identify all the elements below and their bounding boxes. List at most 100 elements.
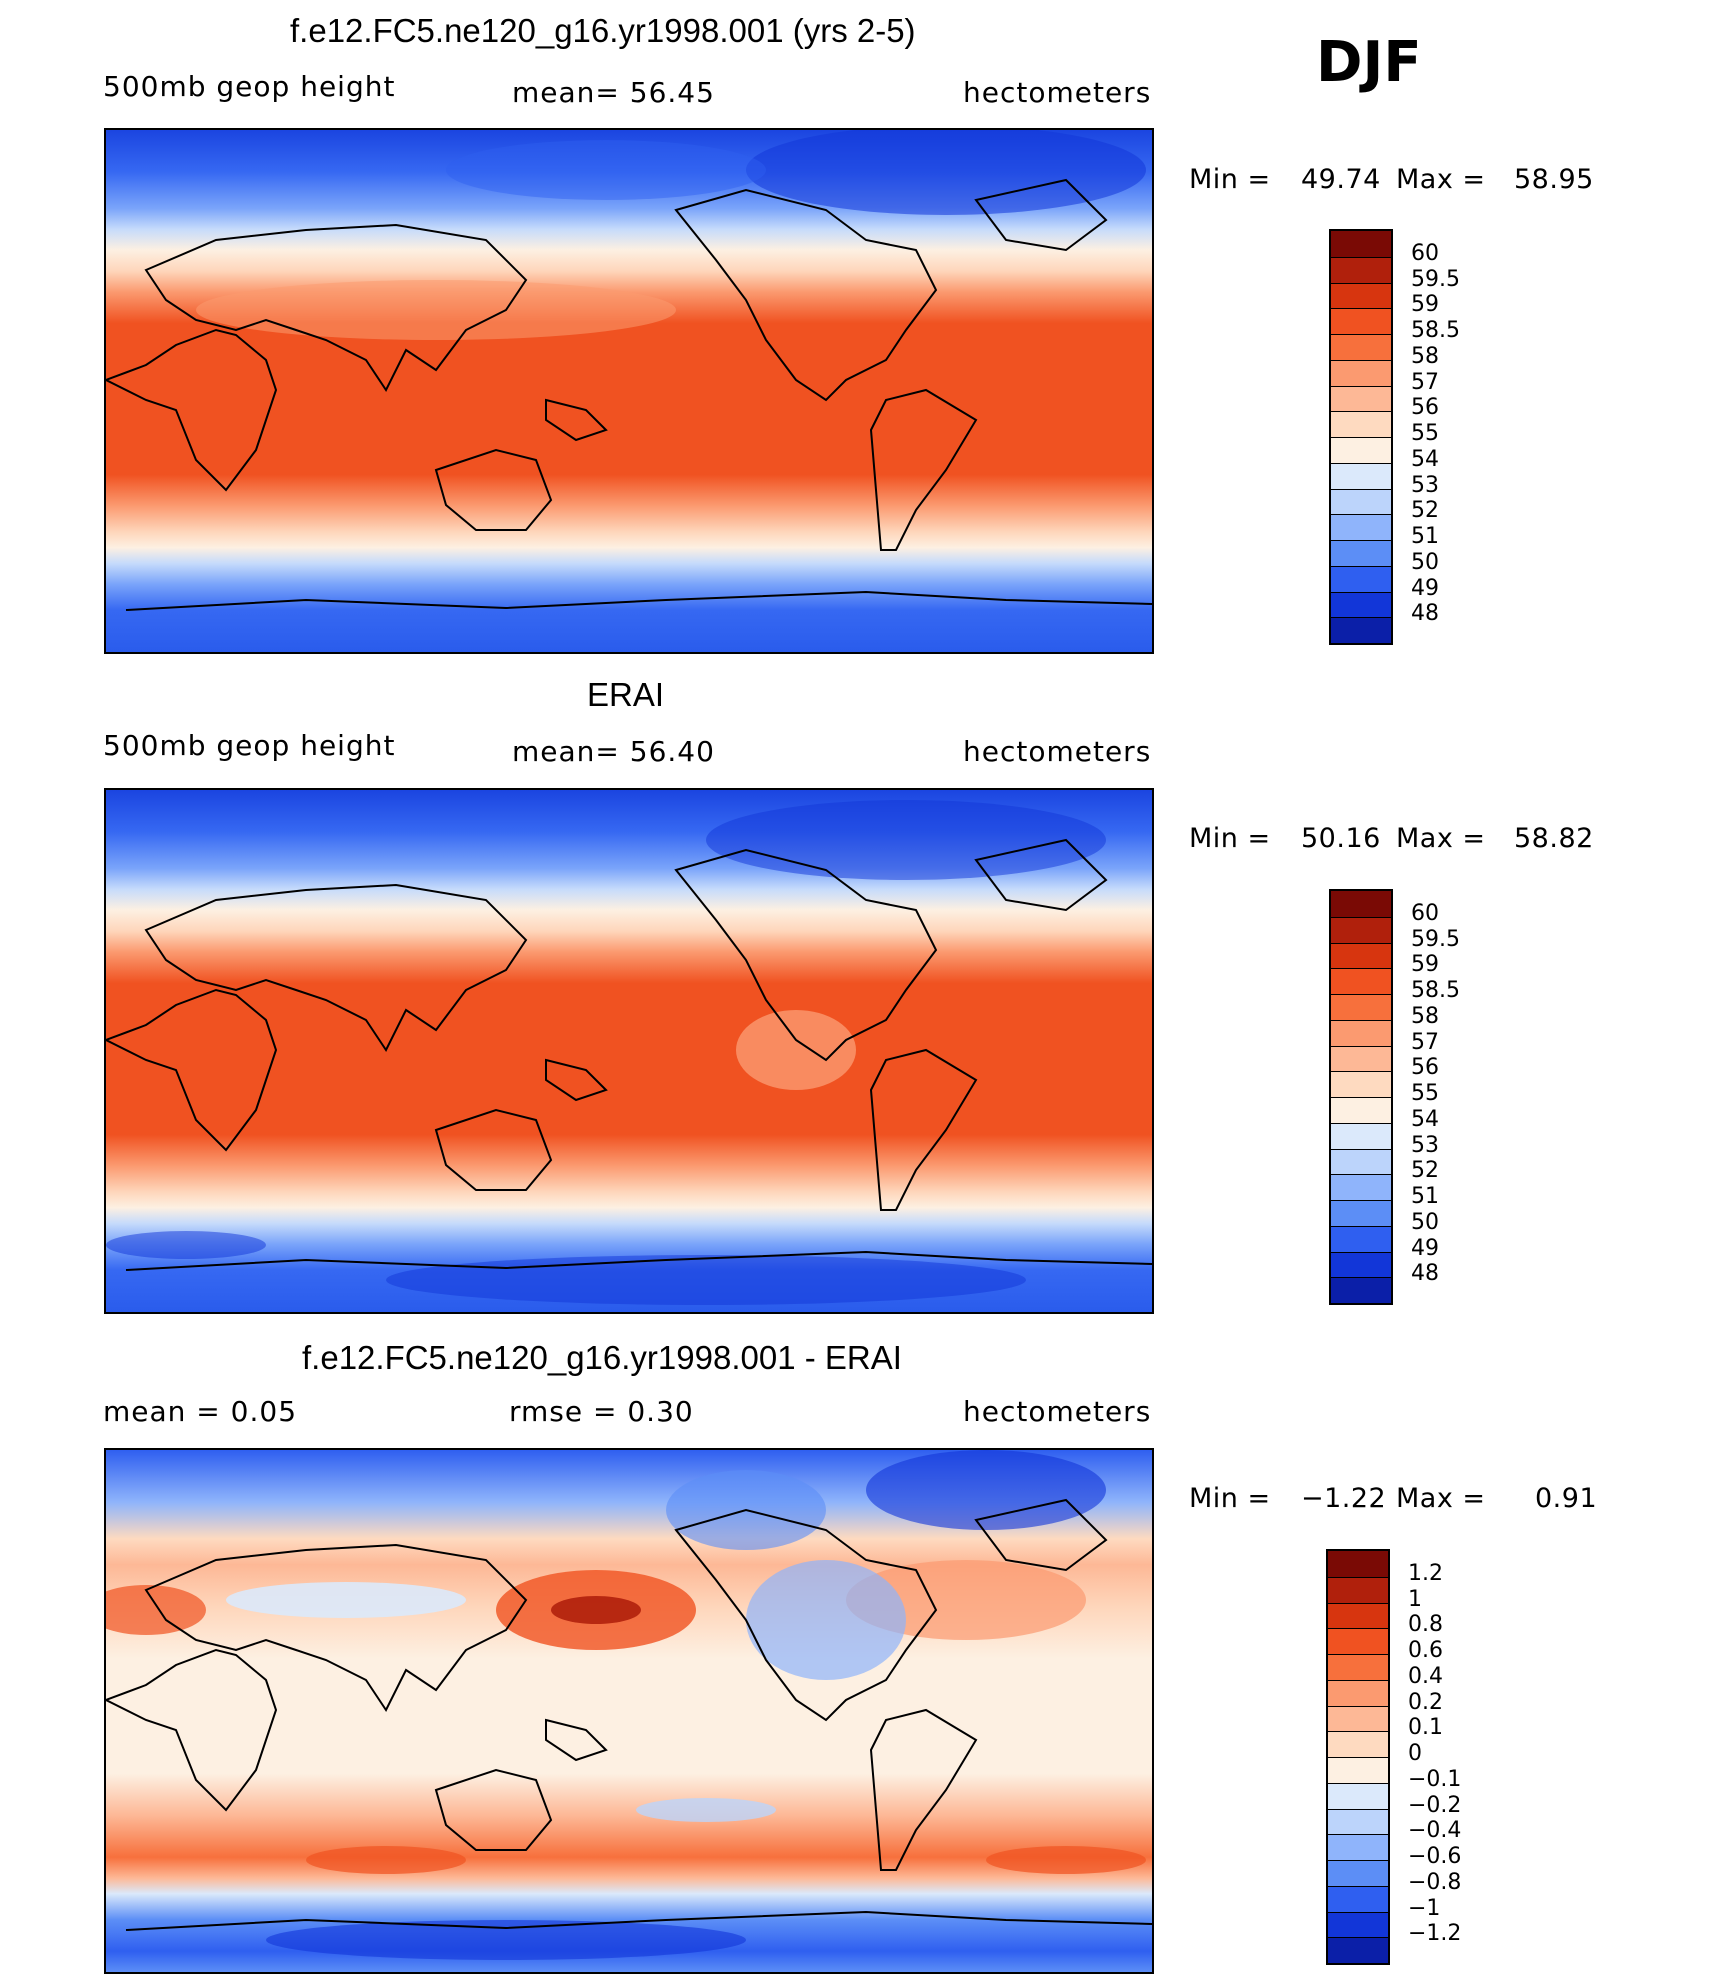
colorbar-label: 1.2 (1408, 1560, 1443, 1586)
colorbar-segment (1331, 1071, 1391, 1097)
colorbar-segment (1331, 385, 1391, 412)
panel1-colorbar (1329, 229, 1393, 645)
colorbar-label: 59.5 (1411, 926, 1460, 952)
colorbar-segment (1328, 1576, 1388, 1603)
colorbar-segment (1331, 1019, 1391, 1046)
panel2-variable-label: 500mb geop height (103, 729, 396, 762)
panel3-coastlines (106, 1498, 1152, 1931)
colorbar-label: 49 (1411, 1235, 1439, 1261)
colorbar-label: 1 (1408, 1586, 1422, 1612)
colorbar-segment (1328, 1834, 1388, 1860)
panel2-min-label: Min = (1189, 823, 1271, 854)
colorbar-label: 51 (1411, 1184, 1439, 1209)
panel1-map-field (106, 130, 1152, 652)
panel2-mean-label: mean= 56.40 (512, 735, 715, 768)
colorbar-segment (1331, 1174, 1391, 1200)
panel3-rmse-label: rmse = 0.30 (509, 1395, 694, 1428)
colorbar-label: 58.5 (1411, 318, 1460, 343)
colorbar-segment (1331, 231, 1391, 257)
colorbar-segment (1331, 1200, 1391, 1226)
colorbar-segment (1328, 1808, 1388, 1835)
colorbar-label: 51 (1411, 524, 1439, 549)
panel2-units-label: hectometers (963, 735, 1152, 768)
colorbar-segment (1328, 1602, 1388, 1629)
panel2-map-field (106, 790, 1152, 1312)
colorbar-label: 54 (1411, 446, 1439, 472)
colorbar-label: 0.2 (1408, 1689, 1443, 1715)
colorbar-segment (1331, 308, 1391, 334)
colorbar-label: 59 (1411, 952, 1439, 978)
colorbar-segment (1328, 1654, 1388, 1680)
colorbar-label: 57 (1411, 1029, 1439, 1055)
colorbar-label: 48 (1411, 601, 1439, 627)
panel1-min-value: 49.74 (1301, 164, 1381, 195)
colorbar-label: 58 (1411, 1003, 1439, 1029)
colorbar-label: 60 (1411, 900, 1439, 926)
colorbar-label: −0.2 (1408, 1792, 1462, 1818)
panel2-coastlines (106, 838, 1152, 1271)
colorbar-segment (1331, 942, 1391, 969)
panel1-units-label: hectometers (963, 76, 1152, 109)
colorbar-segment (1331, 462, 1391, 489)
panel3-min-value: −1.22 (1301, 1483, 1387, 1514)
season-label: DJF (1316, 30, 1422, 95)
colorbar-label: −1.2 (1408, 1921, 1462, 1947)
panel2-max-label: Max = (1396, 823, 1486, 854)
colorbar-label: 52 (1411, 498, 1439, 524)
colorbar-label: 53 (1411, 472, 1439, 498)
colorbar-segment (1331, 1251, 1391, 1278)
panel3-colorbar (1326, 1549, 1390, 1965)
colorbar-segment (1331, 359, 1391, 386)
colorbar-segment (1328, 1885, 1388, 1912)
panel2-title: ERAI (587, 676, 665, 713)
colorbar-label: 52 (1411, 1158, 1439, 1184)
panel2-min-value: 50.16 (1301, 823, 1381, 854)
colorbar-label: 59 (1411, 292, 1439, 318)
colorbar-segment (1328, 1731, 1388, 1757)
colorbar-segment (1331, 334, 1391, 360)
colorbar-segment (1331, 282, 1391, 309)
colorbar-label: 0.8 (1408, 1612, 1443, 1638)
panel2-max-value: 58.82 (1514, 823, 1594, 854)
colorbar-segment (1331, 1045, 1391, 1072)
colorbar-segment (1328, 1551, 1388, 1577)
panel3-mean-label: mean = 0.05 (103, 1395, 298, 1428)
colorbar-segment (1331, 1148, 1391, 1175)
panel2-map (104, 788, 1154, 1314)
panel1-mean-label: mean= 56.45 (512, 76, 715, 109)
colorbar-label: 48 (1411, 1261, 1439, 1287)
colorbar-segment (1331, 916, 1391, 943)
colorbar-label: 55 (1411, 421, 1439, 446)
colorbar-segment (1331, 891, 1391, 917)
colorbar-segment (1328, 1911, 1388, 1938)
colorbar-segment (1328, 1860, 1388, 1886)
colorbar-label: 58 (1411, 343, 1439, 369)
panel2-colorbar (1329, 889, 1393, 1305)
panel3-max-value: 0.91 (1535, 1483, 1598, 1514)
colorbar-segment (1331, 488, 1391, 515)
colorbar-label: −0.6 (1408, 1844, 1462, 1869)
panel1-title: f.e12.FC5.ne120_g16.yr1998.001 (yrs 2-5) (290, 12, 916, 49)
panel1-max-value: 58.95 (1514, 164, 1594, 195)
colorbar-segment (1331, 1097, 1391, 1123)
colorbar-segment (1331, 617, 1391, 643)
panel3-map-field (106, 1450, 1152, 1972)
colorbar-label: 54 (1411, 1106, 1439, 1132)
colorbar-segment (1331, 540, 1391, 566)
colorbar-label: 59.5 (1411, 266, 1460, 292)
panel1-variable-label: 500mb geop height (103, 70, 396, 103)
colorbar-label: −0.4 (1408, 1818, 1462, 1844)
colorbar-label: 50 (1411, 549, 1439, 575)
colorbar-segment (1328, 1782, 1388, 1809)
panel1-map (104, 128, 1154, 654)
colorbar-segment (1331, 514, 1391, 540)
colorbar-segment (1328, 1937, 1388, 1963)
colorbar-segment (1331, 565, 1391, 592)
colorbar-label: 49 (1411, 575, 1439, 601)
colorbar-segment (1331, 256, 1391, 283)
colorbar-segment (1331, 411, 1391, 437)
colorbar-label: 50 (1411, 1209, 1439, 1235)
panel3-units-label: hectometers (963, 1395, 1152, 1428)
colorbar-label: −1 (1408, 1895, 1441, 1921)
colorbar-segment (1331, 1277, 1391, 1303)
